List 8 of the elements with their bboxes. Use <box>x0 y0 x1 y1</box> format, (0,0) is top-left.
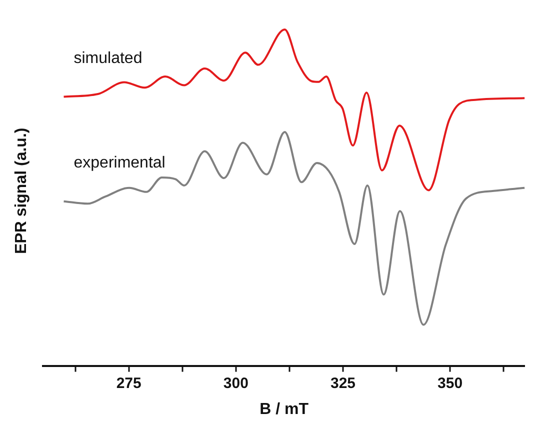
y-axis-title: EPR signal (a.u.) <box>13 128 30 254</box>
series-label: experimental <box>74 154 166 172</box>
series-label: simulated <box>74 50 142 68</box>
x-tick-label: 350 <box>438 374 463 392</box>
x-axis-title: B / mT <box>260 400 309 418</box>
x-tick-label: 275 <box>116 374 142 392</box>
x-tick-label: 300 <box>223 374 248 392</box>
x-tick-label: 325 <box>330 374 356 392</box>
